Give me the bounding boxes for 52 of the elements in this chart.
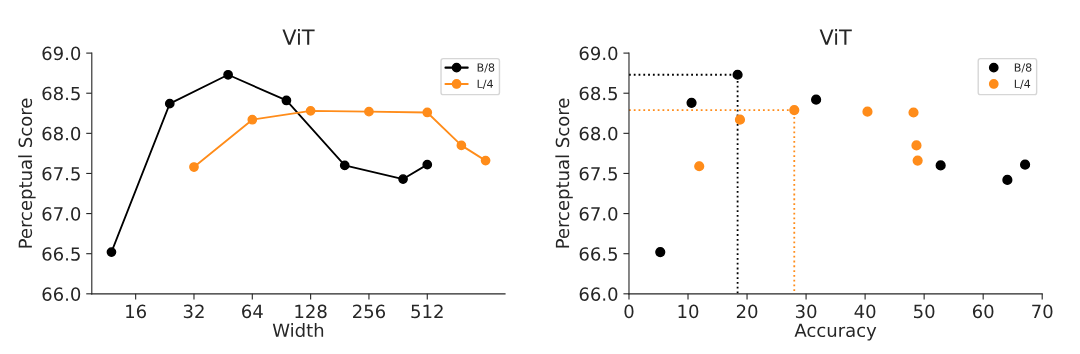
x-tick-label: 512: [411, 304, 443, 319]
x-tick-label: 0: [624, 304, 634, 319]
x-tick-label: 32: [183, 304, 204, 319]
point: [935, 160, 946, 171]
point: [789, 104, 800, 116]
x-axis-title: Width: [272, 323, 324, 338]
point: [734, 114, 746, 125]
y-tick-label: 67.5: [42, 166, 80, 181]
x-tick-label: 16: [126, 304, 147, 319]
point: [1002, 174, 1013, 185]
y-tick-label: 69.0: [42, 46, 81, 61]
y-tick-label: 67.0: [42, 207, 81, 221]
y-tick-label: 67.0: [579, 207, 618, 221]
point: [686, 97, 697, 108]
x-tick-label: 60: [972, 304, 994, 319]
x-tick-label: 20: [736, 304, 758, 319]
x-tick-label: 128: [295, 304, 327, 319]
point: [911, 140, 922, 151]
point: [732, 69, 743, 80]
y-tick-label: 66.0: [579, 287, 618, 301]
x-tick-label: 40: [854, 304, 876, 319]
y-tick-label: 69.0: [579, 46, 618, 61]
legend-label: L/4: [1014, 79, 1031, 89]
y-axis-title: Perceptual Score: [555, 98, 573, 248]
x-tick-label: 64: [242, 304, 263, 319]
x-tick-label: 30: [795, 304, 817, 319]
x-tick-label: 50: [914, 304, 935, 319]
point: [862, 106, 873, 117]
x-tick-label: 10: [678, 304, 699, 319]
point: [912, 155, 923, 166]
point: [694, 161, 705, 172]
y-axis-title: Perceptual Score: [18, 98, 36, 248]
x-axis-title: Accuracy: [794, 323, 877, 341]
point: [1019, 159, 1031, 170]
y-tick-label: 66.0: [42, 287, 81, 301]
legend-label: B/8: [1014, 63, 1032, 73]
y-tick-label: 66.5: [579, 247, 617, 261]
y-tick-label: 68.0: [579, 126, 618, 141]
legend-label: B/8: [477, 63, 495, 73]
y-tick-label: 68.0: [42, 126, 81, 141]
x-tick-label: 256: [353, 304, 386, 319]
x-tick-label: 70: [1032, 304, 1053, 319]
chart-title: ViT: [282, 28, 315, 45]
y-tick-label: 68.5: [42, 86, 80, 101]
point: [908, 107, 919, 118]
legend-label: L/4: [477, 79, 493, 89]
y-tick-label: 68.5: [579, 86, 617, 101]
point: [655, 247, 666, 258]
y-tick-label: 67.5: [579, 166, 617, 181]
chart-title: ViT: [819, 28, 852, 45]
point: [811, 94, 822, 105]
y-tick-label: 66.5: [42, 247, 80, 261]
